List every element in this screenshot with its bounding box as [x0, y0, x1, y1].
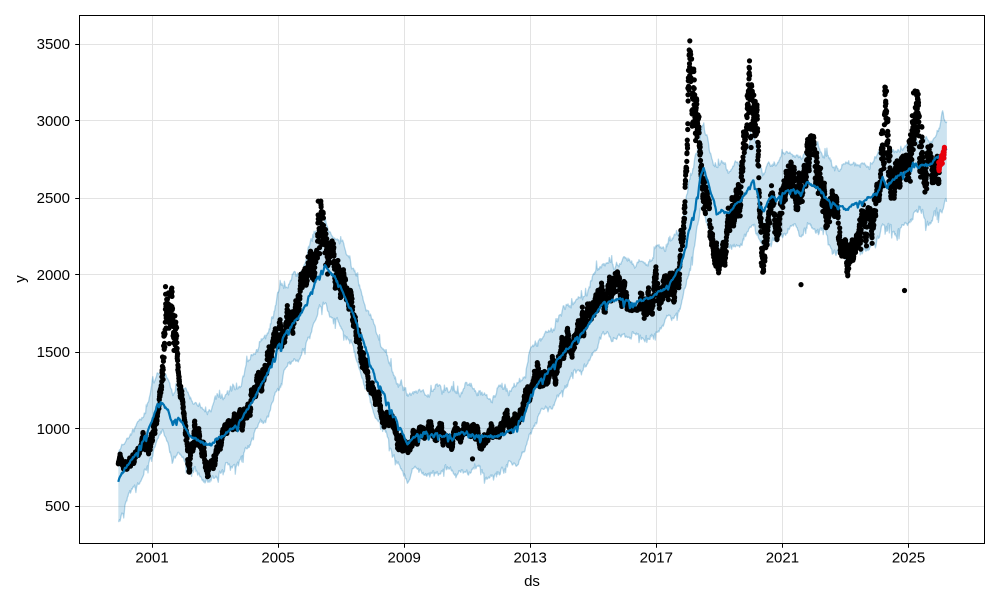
svg-text:2013: 2013: [514, 550, 547, 567]
svg-text:2017: 2017: [640, 550, 673, 567]
svg-text:2009: 2009: [388, 550, 421, 567]
svg-text:1000: 1000: [37, 421, 70, 438]
svg-text:3500: 3500: [37, 36, 70, 53]
svg-text:ds: ds: [524, 573, 540, 590]
svg-text:1500: 1500: [37, 344, 70, 361]
svg-text:500: 500: [45, 498, 70, 515]
svg-text:2500: 2500: [37, 190, 70, 207]
svg-text:2021: 2021: [766, 550, 799, 567]
svg-text:2005: 2005: [261, 550, 294, 567]
svg-text:3000: 3000: [37, 113, 70, 130]
svg-text:y: y: [12, 275, 29, 283]
svg-text:2001: 2001: [135, 550, 168, 567]
svg-text:2000: 2000: [37, 267, 70, 284]
svg-text:2025: 2025: [892, 550, 925, 567]
